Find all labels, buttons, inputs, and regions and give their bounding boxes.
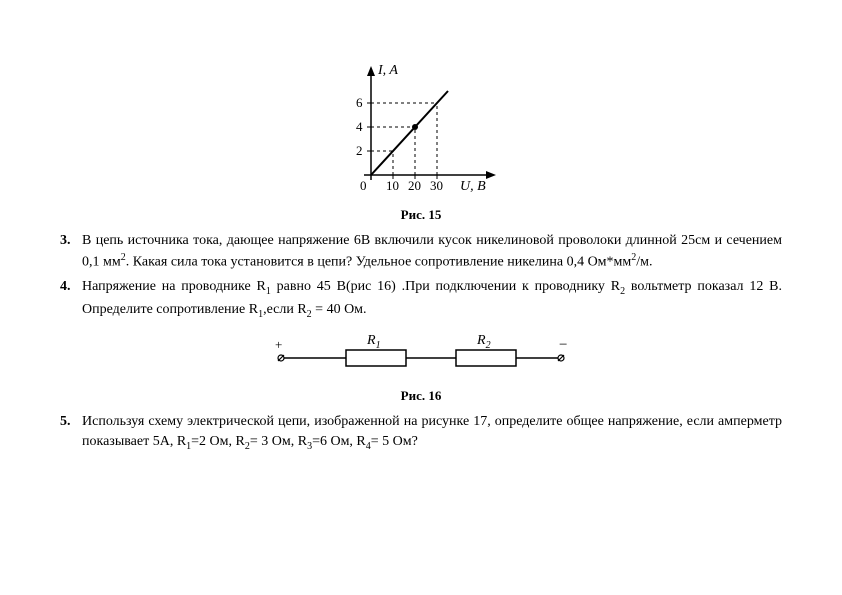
terminal-plus: +	[275, 337, 282, 352]
y-axis-label: I, A	[377, 63, 398, 78]
figure-16: + R1 R2 − Рис. 16	[60, 326, 782, 404]
problem-4: 4. Напряжение на проводнике R1 равно 45 …	[60, 277, 782, 322]
y-tick-2: 2	[356, 143, 363, 158]
problem-4-text: Напряжение на проводнике R1 равно 45 В(р…	[82, 277, 782, 322]
resistor-2-label: R2	[476, 333, 491, 351]
problem-4-number: 4.	[60, 277, 82, 322]
problem-5: 5. Используя схему электрической цепи, и…	[60, 412, 782, 455]
y-tick-6: 6	[356, 95, 363, 110]
x-axis-label: U, В	[460, 179, 486, 194]
problem-3: 3. В цепь источника тока, дающее напряже…	[60, 231, 782, 273]
origin-label: 0	[360, 178, 367, 193]
chart-iu: I, A 6 4 2 0 10 20 30 U, В	[316, 60, 526, 200]
figure-16-caption: Рис. 16	[60, 388, 782, 404]
figure-15-caption: Рис. 15	[60, 207, 782, 223]
problem-3-text: В цепь источника тока, дающее напряжение…	[82, 231, 782, 273]
figure-15: I, A 6 4 2 0 10 20 30 U, В Рис. 15	[60, 60, 782, 223]
x-tick-10: 10	[386, 178, 399, 193]
x-tick-20: 20	[408, 178, 421, 193]
problem-3-number: 3.	[60, 231, 82, 273]
problem-5-text: Используя схему электрической цепи, изоб…	[82, 412, 782, 455]
y-tick-4: 4	[356, 119, 363, 134]
x-tick-30: 30	[430, 178, 443, 193]
terminal-minus: −	[559, 337, 567, 353]
problem-5-number: 5.	[60, 412, 82, 455]
circuit-r1-r2: + R1 R2 −	[261, 326, 581, 381]
resistor-1-label: R1	[366, 333, 381, 351]
